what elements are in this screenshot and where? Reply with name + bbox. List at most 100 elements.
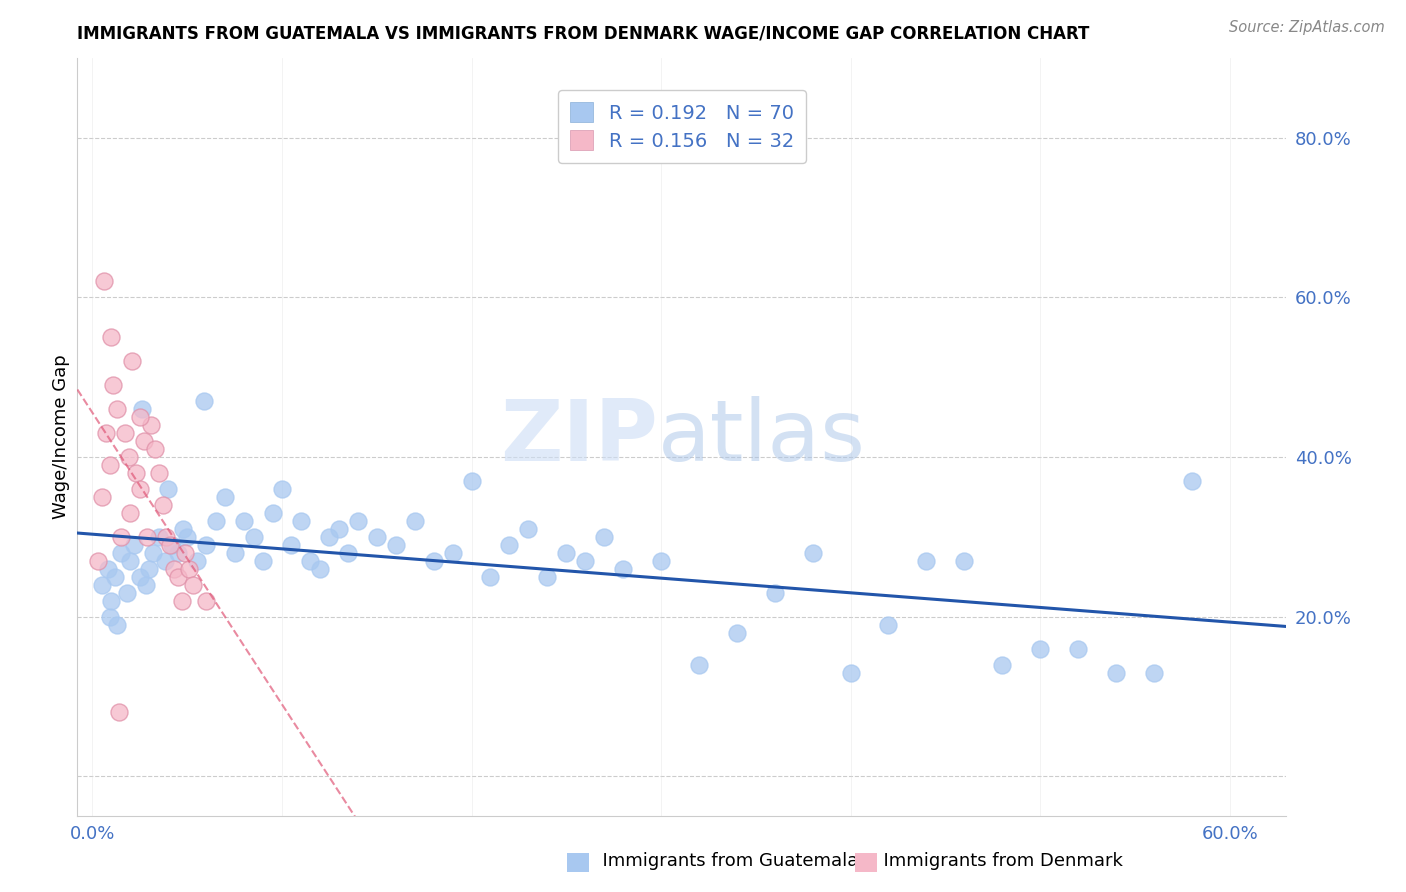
Point [110,546,132,560]
Point [128,410,150,425]
Point [763,585,786,599]
Point [1067,641,1090,656]
Point [1181,474,1204,488]
Point [100,330,122,344]
Point [105,402,128,417]
Point [87,554,110,568]
Point [108,706,131,720]
Point [233,514,256,528]
Text: Immigrants from Denmark: Immigrants from Denmark [872,852,1122,870]
Point [536,570,558,584]
Point [148,466,170,480]
Point [153,554,176,568]
Point [404,514,426,528]
Point [290,514,312,528]
Point [136,530,159,544]
Point [172,522,194,536]
Point [148,530,170,544]
Point [98,609,121,624]
Point [141,418,163,433]
Point [166,546,188,560]
Point [159,538,181,552]
Point [195,538,218,552]
Point [128,482,150,496]
Point [93,275,115,289]
Point [366,530,388,544]
Point [299,554,322,568]
Point [195,593,218,607]
Point [186,554,208,568]
Point [120,554,142,568]
Point [479,570,502,584]
Text: IMMIGRANTS FROM GUATEMALA VS IMMIGRANTS FROM DENMARK WAGE/INCOME GAP CORRELATION: IMMIGRANTS FROM GUATEMALA VS IMMIGRANTS … [77,25,1090,43]
Point [176,530,198,544]
Point [135,578,157,592]
Point [155,530,177,544]
Point [555,546,578,560]
Point [328,522,350,536]
Point [138,562,160,576]
Point [650,554,672,568]
Point [94,426,117,441]
Point [179,562,201,576]
Point [214,490,236,504]
Point [142,546,165,560]
Point [262,506,284,520]
Point [498,538,520,552]
Point [801,546,824,560]
Point [160,538,183,552]
Point [193,394,215,409]
Point [121,354,143,368]
Point [224,546,246,560]
Point [725,625,748,640]
Point [309,562,332,576]
Point [593,530,616,544]
Point [181,578,204,592]
Point [517,522,540,536]
Point [157,482,180,496]
Point [877,617,900,632]
Point [105,617,128,632]
Point [91,578,114,592]
Point [1143,665,1166,680]
Point [163,562,186,576]
Point [337,546,360,560]
Point [103,378,125,392]
Text: Immigrants from Guatemala: Immigrants from Guatemala [591,852,858,870]
Point [1029,641,1052,656]
Point [318,530,340,544]
Y-axis label: Wage/Income Gap: Wage/Income Gap [52,355,70,519]
Point [1105,665,1128,680]
Point [104,570,127,584]
Text: Source: ZipAtlas.com: Source: ZipAtlas.com [1229,20,1385,35]
Point [612,562,634,576]
Point [441,546,464,560]
Point [991,657,1014,672]
Text: atlas: atlas [658,395,866,479]
Point [100,593,122,607]
Point [242,530,264,544]
Point [143,442,166,456]
Point [115,585,138,599]
Point [170,593,193,607]
Point [280,538,302,552]
Point [122,538,145,552]
Point [574,554,596,568]
Point [271,482,294,496]
Point [114,426,136,441]
Point [166,570,188,584]
Point [384,538,406,552]
Point [204,514,226,528]
Text: ZIP: ZIP [501,395,658,479]
Point [174,546,197,560]
Point [839,665,862,680]
Point [252,554,274,568]
Point [688,657,710,672]
Point [346,514,368,528]
Point [460,474,482,488]
Point [98,458,121,472]
Point [125,466,148,480]
Point [132,434,155,448]
Point [953,554,976,568]
Point [422,554,444,568]
